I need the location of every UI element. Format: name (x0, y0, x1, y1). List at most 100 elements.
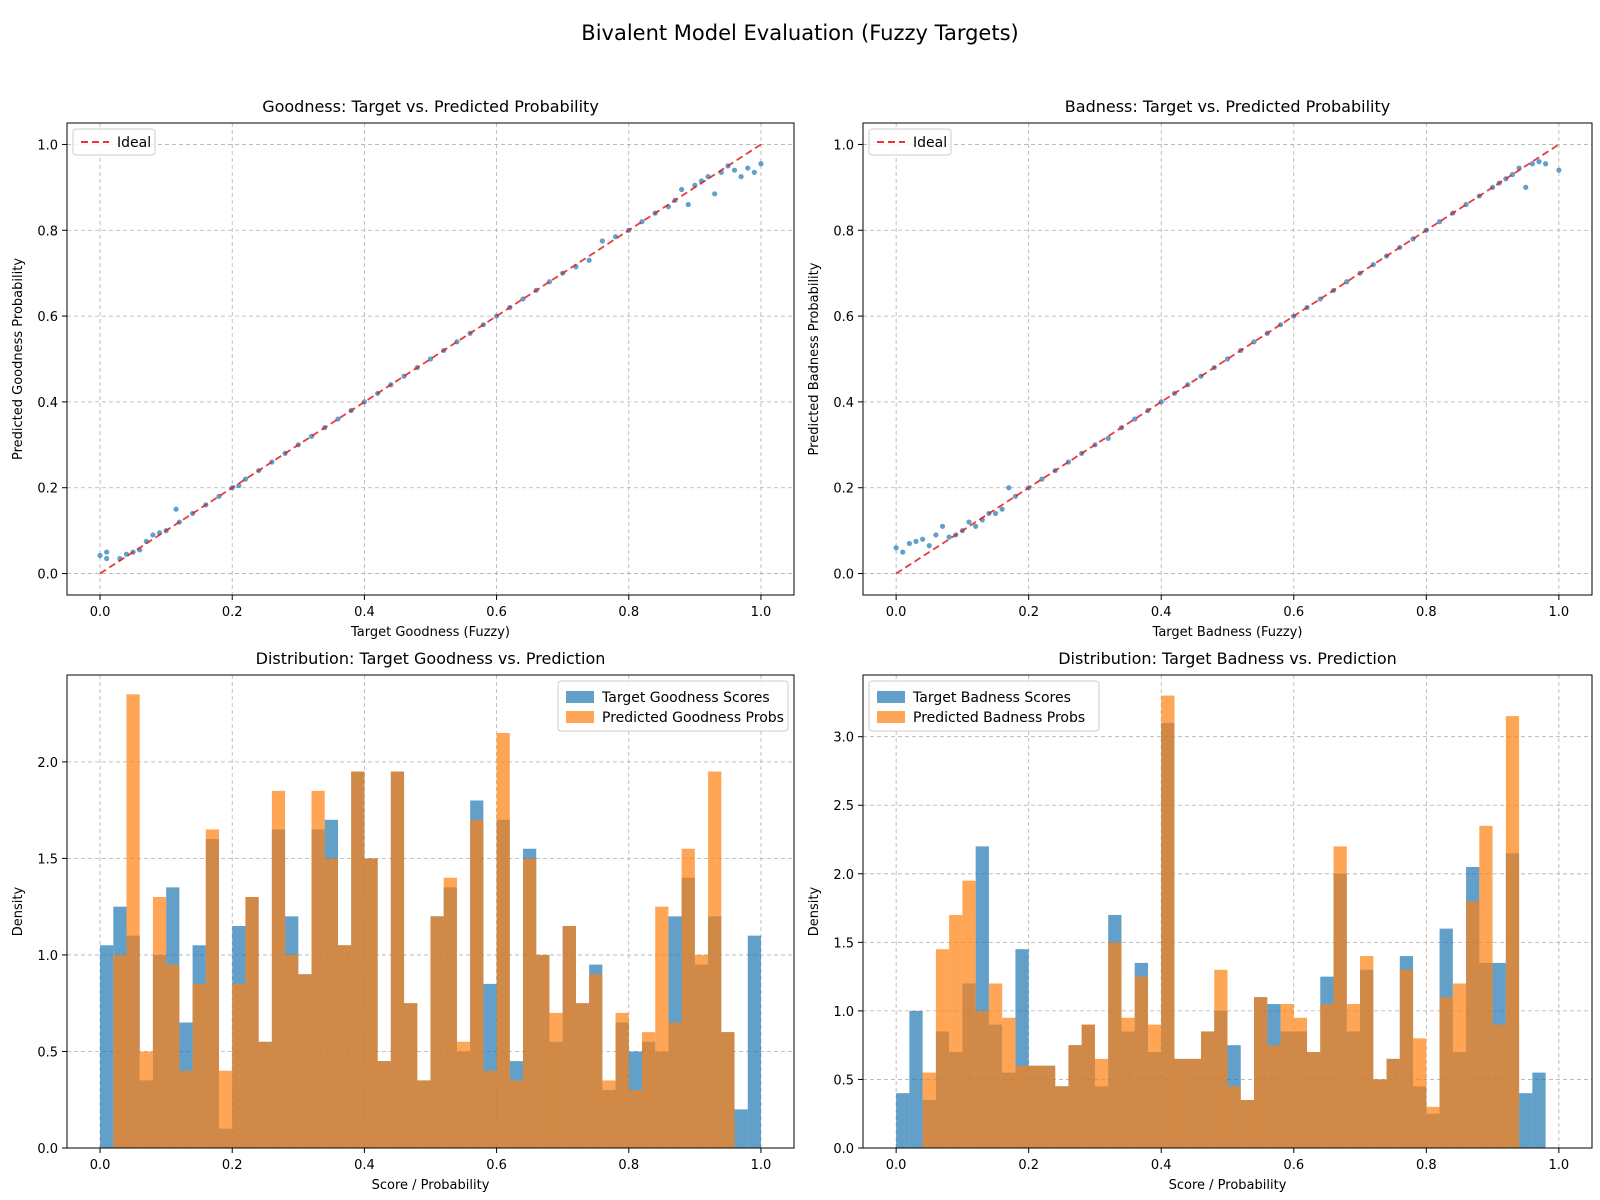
x-tick-label: 0.0 (90, 605, 111, 620)
histogram-bar (668, 1022, 682, 1148)
histogram-bar (364, 858, 378, 1148)
ideal-line (99, 143, 762, 575)
data-point (1523, 184, 1529, 190)
data-point (992, 510, 999, 517)
histogram-bar (404, 1003, 418, 1148)
histogram-bar (417, 1080, 431, 1148)
histogram-bar (1174, 1058, 1188, 1148)
y-tick-label: 1.0 (833, 1005, 854, 1020)
chart-panel: Ideal 0.0 0.2 0.4 0.6 0.8 1.0 0.0 0.2 0.4 0.6 0.8 1.… (807, 97, 1593, 640)
x-tick-label: 0.2 (222, 1158, 243, 1173)
histogram-bar (1307, 1052, 1321, 1148)
y-tick-label: 1.5 (833, 936, 854, 951)
legend-swatch (877, 711, 905, 723)
histogram-bar (232, 983, 246, 1148)
y-tick-label: 1.0 (37, 138, 58, 153)
chart-title: Distribution: Target Badness vs. Predict… (1058, 649, 1397, 668)
x-tick-label: 1.0 (1549, 605, 1570, 620)
histogram-bar (1214, 969, 1228, 1148)
histogram-bar (245, 897, 259, 1148)
histogram-bar (1187, 1058, 1201, 1148)
x-tick-label: 0.2 (1018, 605, 1039, 620)
x-axis-label: Target Goodness (Fuzzy) (350, 625, 510, 640)
axes-frame (862, 674, 1593, 1149)
histogram-bar (271, 790, 286, 1148)
figure-title: Bivalent Model Evaluation (Fuzzy Targets… (581, 21, 1018, 45)
histogram-bar (747, 935, 761, 1148)
x-tick-label: 0.6 (486, 1158, 507, 1173)
data-point (1006, 485, 1012, 491)
histogram-bar (1413, 1038, 1427, 1148)
histogram-bar (166, 964, 180, 1148)
data-point (679, 186, 685, 193)
x-tick-label: 0.8 (618, 1158, 639, 1173)
y-tick-label: 2.0 (833, 868, 854, 883)
data-point (758, 161, 764, 167)
x-tick-label: 0.0 (886, 1158, 907, 1173)
histogram-bar (1320, 1004, 1334, 1148)
y-tick-label: 2.5 (833, 799, 854, 814)
y-tick-label: 0.0 (37, 1142, 58, 1157)
histogram-bar (922, 1072, 936, 1148)
data-point (97, 552, 103, 559)
histogram-bar (1439, 997, 1453, 1148)
data-point (173, 506, 179, 512)
histogram-bar (1240, 1100, 1255, 1148)
histogram-bar (298, 974, 312, 1148)
x-tick-label: 0.6 (1283, 605, 1304, 620)
data-point (1344, 279, 1350, 285)
histogram-bar (1426, 1106, 1440, 1148)
data-point (712, 191, 718, 197)
plot-area (896, 695, 1546, 1148)
histogram-bar (285, 954, 299, 1148)
plot-area (100, 694, 761, 1148)
legend: Target Badness Scores Predicted Badness P… (868, 680, 1100, 732)
histogram-bar (430, 916, 444, 1148)
histogram-bar (377, 1061, 391, 1148)
histogram-bar (734, 1109, 748, 1148)
data-point (731, 167, 738, 173)
data-point (920, 536, 926, 542)
histogram-bar (708, 771, 722, 1148)
chart-title: Distribution: Target Goodness vs. Predic… (256, 649, 606, 668)
histogram-bar (1519, 1093, 1533, 1148)
y-tick-label: 0.5 (37, 1045, 58, 1060)
x-tick-label: 0.4 (1151, 605, 1172, 620)
y-tick-label: 0.2 (833, 482, 854, 497)
histogram-bar (443, 877, 457, 1148)
legend-label: Target Badness Scores (912, 690, 1071, 706)
data-point (236, 482, 242, 489)
histogram-bar (496, 732, 510, 1148)
axes-frame (66, 122, 795, 596)
data-point (685, 201, 691, 208)
histogram-bar (896, 1093, 910, 1148)
x-tick-label: 0.0 (886, 605, 907, 620)
histogram-bar (139, 1051, 153, 1148)
histogram-bar (1147, 1024, 1162, 1148)
y-axis-label: Density (11, 886, 26, 936)
x-tick-label: 0.8 (1416, 1158, 1437, 1173)
histogram-bar (1002, 1017, 1016, 1148)
data-point (966, 519, 972, 525)
x-tick-label: 0.4 (1151, 1158, 1172, 1173)
histogram-bar (1254, 997, 1268, 1148)
y-tick-label: 1.0 (37, 949, 58, 964)
chart-panel: Target Goodness Scores Predicted Goodness… (11, 649, 795, 1193)
histogram-bar (1505, 716, 1520, 1148)
histogram-bar (470, 819, 484, 1148)
data-point (1536, 159, 1542, 165)
x-tick-label: 0.8 (1416, 605, 1437, 620)
y-tick-label: 0.6 (833, 310, 854, 325)
histogram-bar (1452, 983, 1467, 1148)
histogram-bar (615, 1012, 629, 1148)
legend-box (868, 128, 952, 156)
legend: Ideal (72, 128, 156, 156)
histogram-bar (1227, 1086, 1241, 1148)
histogram-bar (536, 954, 550, 1148)
histogram-bar (962, 880, 976, 1148)
histogram-bar (311, 790, 325, 1148)
x-tick-label: 0.8 (618, 605, 639, 620)
plot-area (97, 143, 764, 575)
y-tick-label: 1.5 (37, 852, 58, 867)
